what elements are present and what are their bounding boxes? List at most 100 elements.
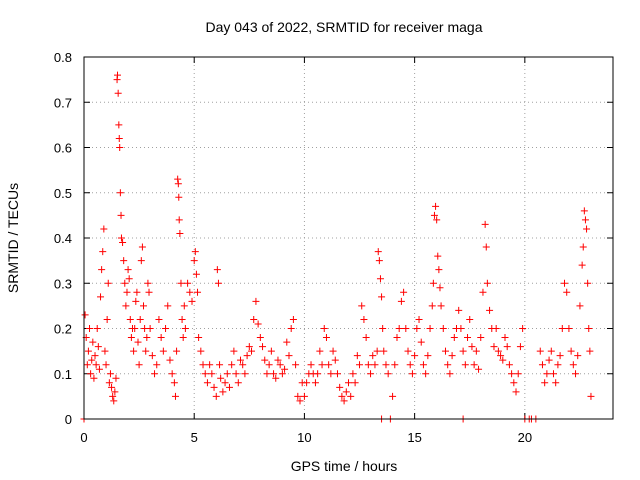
data-point bbox=[108, 383, 116, 391]
data-point bbox=[230, 347, 238, 355]
data-point bbox=[115, 121, 123, 129]
data-point bbox=[111, 388, 119, 396]
data-point bbox=[265, 361, 273, 369]
data-point bbox=[87, 370, 95, 378]
data-point bbox=[177, 279, 185, 287]
data-point bbox=[567, 347, 575, 355]
data-point bbox=[397, 297, 405, 305]
data-point bbox=[384, 370, 392, 378]
data-point bbox=[558, 325, 566, 332]
data-point bbox=[376, 275, 384, 283]
data-point bbox=[123, 288, 131, 296]
data-point bbox=[497, 352, 505, 360]
data-point bbox=[382, 361, 390, 369]
data-point bbox=[195, 334, 203, 342]
data-point bbox=[466, 315, 474, 323]
data-point bbox=[349, 370, 357, 378]
data-point bbox=[99, 248, 107, 256]
data-point bbox=[379, 325, 387, 332]
data-point bbox=[228, 361, 236, 369]
data-point bbox=[367, 370, 375, 378]
data-point bbox=[278, 370, 286, 378]
data-point bbox=[561, 279, 569, 287]
data-point bbox=[162, 325, 170, 332]
data-point bbox=[448, 352, 456, 360]
data-point bbox=[411, 352, 419, 360]
data-point bbox=[554, 361, 562, 369]
data-point bbox=[552, 379, 560, 387]
data-point bbox=[114, 71, 122, 79]
data-point bbox=[138, 243, 146, 251]
data-point bbox=[545, 356, 553, 364]
data-point bbox=[510, 379, 518, 387]
data-point bbox=[340, 397, 348, 405]
data-point bbox=[580, 207, 588, 215]
data-point bbox=[536, 347, 544, 355]
data-point bbox=[119, 239, 127, 247]
data-point bbox=[303, 379, 311, 387]
data-point bbox=[292, 361, 300, 369]
data-point bbox=[439, 325, 447, 332]
data-point bbox=[356, 361, 364, 369]
data-point bbox=[505, 361, 513, 369]
data-point bbox=[91, 352, 99, 360]
data-point bbox=[373, 347, 381, 355]
data-point bbox=[146, 325, 154, 332]
data-point bbox=[444, 361, 452, 369]
data-point bbox=[89, 338, 97, 346]
data-point bbox=[95, 365, 103, 373]
data-point bbox=[327, 370, 335, 378]
data-point bbox=[101, 347, 109, 355]
data-point bbox=[250, 315, 258, 323]
data-point bbox=[221, 379, 229, 387]
data-point bbox=[406, 361, 414, 369]
data-point bbox=[124, 266, 132, 274]
data-point bbox=[130, 347, 138, 355]
data-point bbox=[400, 288, 408, 296]
data-point bbox=[512, 388, 520, 396]
data-point bbox=[194, 288, 202, 296]
data-point bbox=[353, 352, 361, 360]
data-point bbox=[285, 352, 293, 360]
data-point bbox=[100, 225, 108, 233]
data-point bbox=[212, 392, 220, 400]
data-point bbox=[136, 315, 144, 323]
data-point bbox=[547, 347, 555, 355]
data-point bbox=[586, 347, 594, 355]
data-point bbox=[342, 388, 350, 396]
data-point bbox=[380, 347, 388, 355]
data-point bbox=[243, 352, 251, 360]
x-tick-label: 20 bbox=[518, 430, 532, 445]
data-point bbox=[333, 370, 341, 378]
y-tick-label: 0.6 bbox=[54, 141, 72, 156]
data-point bbox=[122, 302, 130, 310]
axis-ticks: 0 0.1 0.2 0.3 0.4 0.5 0.6 0.7 0.8 0 5 10 15 20 bbox=[54, 50, 613, 445]
data-point bbox=[173, 347, 181, 355]
data-point bbox=[225, 383, 233, 391]
data-point bbox=[214, 279, 222, 287]
data-point bbox=[213, 266, 221, 274]
data-point bbox=[581, 216, 589, 224]
data-point bbox=[322, 334, 330, 342]
data-point bbox=[576, 302, 584, 310]
data-point bbox=[272, 374, 280, 382]
data-point bbox=[135, 361, 143, 369]
data-point bbox=[274, 356, 282, 364]
data-point bbox=[84, 347, 92, 355]
data-point bbox=[184, 279, 192, 287]
data-point bbox=[206, 361, 214, 369]
data-point bbox=[419, 361, 427, 369]
data-point bbox=[216, 361, 224, 369]
data-point bbox=[428, 302, 436, 310]
data-point bbox=[88, 356, 96, 364]
data-point bbox=[145, 288, 153, 296]
data-point bbox=[583, 225, 591, 233]
data-point bbox=[140, 302, 148, 310]
data-point bbox=[134, 338, 142, 346]
data-point bbox=[201, 370, 209, 378]
data-point bbox=[283, 338, 291, 346]
data-point bbox=[166, 356, 174, 364]
data-point bbox=[572, 370, 580, 378]
data-point bbox=[106, 370, 114, 378]
data-point bbox=[186, 288, 194, 296]
